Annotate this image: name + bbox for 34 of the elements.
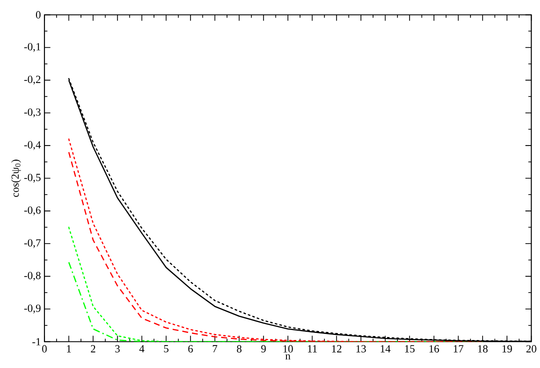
x-tick-label: 6 [188, 345, 193, 352]
x-tick-label: 4 [139, 345, 144, 352]
x-tick-label: 3 [115, 345, 120, 352]
y-axis-title: cos(2ψ$_{0}$) [11, 160, 22, 197]
x-tick-label: 18 [478, 345, 488, 352]
x-tick-label: 0 [42, 345, 47, 352]
x-tick-label: 12 [332, 345, 342, 352]
x-axis-title: n [285, 354, 290, 360]
y-tick-label: -0,3 [24, 108, 41, 118]
y-tick-label: 0 [36, 10, 41, 18]
y-tick-label: -0,5 [24, 174, 41, 183]
x-tick-label: 13 [356, 345, 366, 352]
x-tick-label: 20 [526, 345, 536, 352]
x-tick-label: 2 [90, 345, 96, 352]
y-tick-label: -0,8 [24, 272, 41, 281]
y-tick-label: -0,9 [24, 304, 41, 314]
x-tick-label: 10 [283, 345, 293, 352]
x-tick-label: 11 [308, 345, 317, 352]
x-tick-label: 17 [454, 345, 464, 352]
y-tick-label: -0,7 [24, 239, 41, 248]
x-tick-label: 1 [67, 345, 71, 352]
y-tick-label: -0,1 [24, 42, 40, 52]
y-tick-label: -0,2 [24, 76, 40, 84]
y-tick-label: -0,6 [24, 206, 41, 216]
x-tick-label: 5 [164, 345, 168, 352]
y-tick-label: -0,4 [24, 140, 41, 150]
y-tick-label: -1 [32, 338, 40, 346]
x-tick-label: 14 [380, 345, 390, 352]
x-tick-label: 19 [502, 345, 512, 352]
x-tick-label: 15 [405, 345, 415, 352]
x-tick-label: 16 [429, 345, 440, 352]
x-tick-label: 7 [212, 345, 218, 352]
x-tick-label: 9 [261, 345, 266, 352]
x-tick-label: 8 [236, 345, 242, 352]
